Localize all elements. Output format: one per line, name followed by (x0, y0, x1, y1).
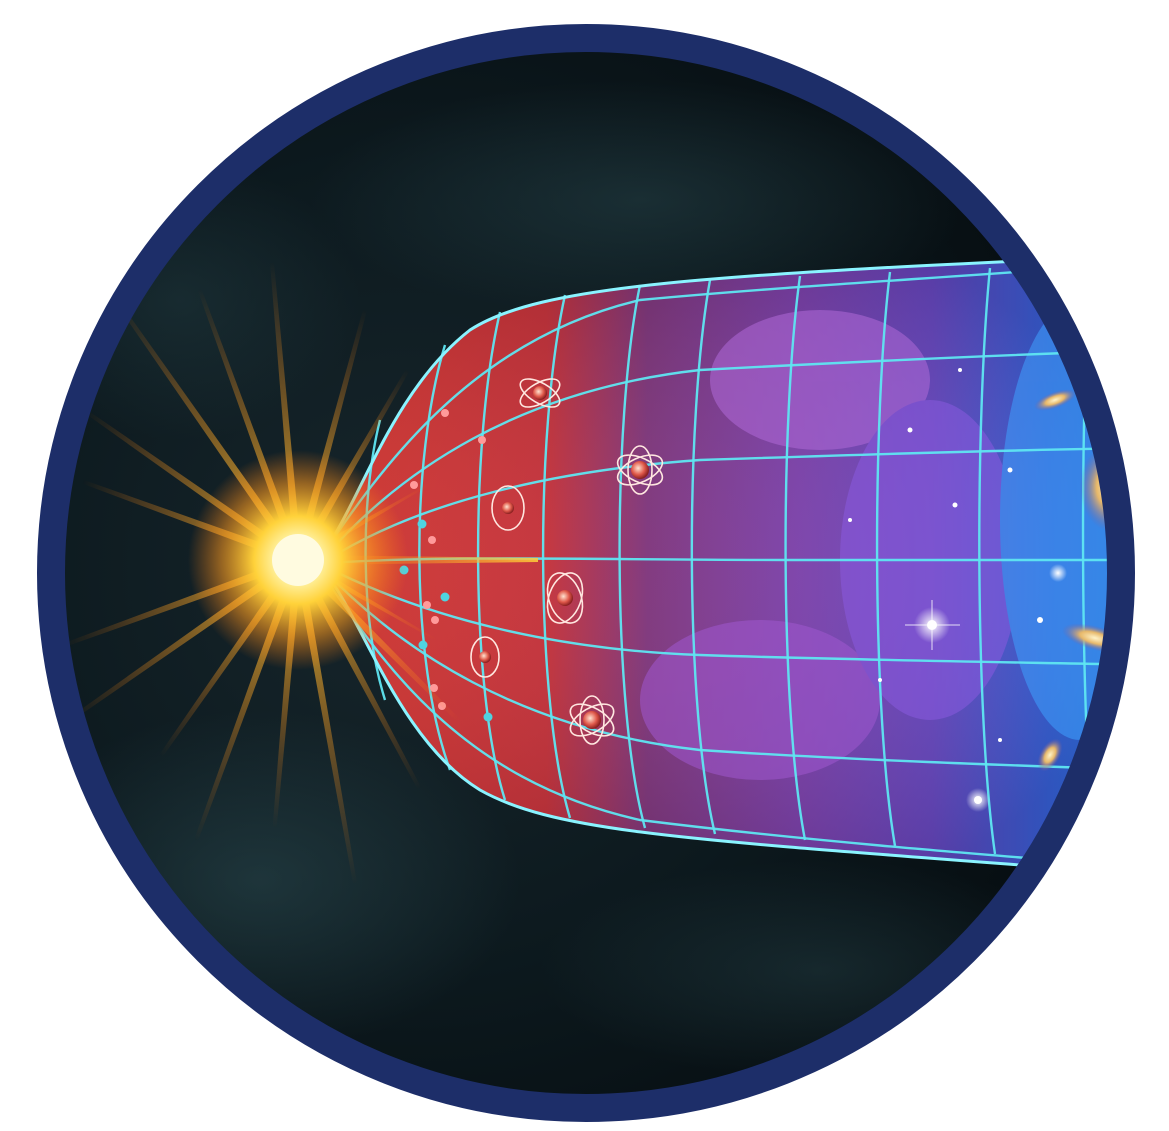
atom (546, 572, 584, 624)
atom (470, 636, 500, 678)
atoms (470, 378, 664, 745)
atom (491, 485, 525, 531)
big-bang-burst (62, 260, 538, 886)
atom (616, 445, 664, 495)
stars (848, 358, 1103, 812)
atom (569, 695, 615, 745)
circle-frame-ring (37, 24, 1135, 1122)
atom (519, 378, 561, 408)
